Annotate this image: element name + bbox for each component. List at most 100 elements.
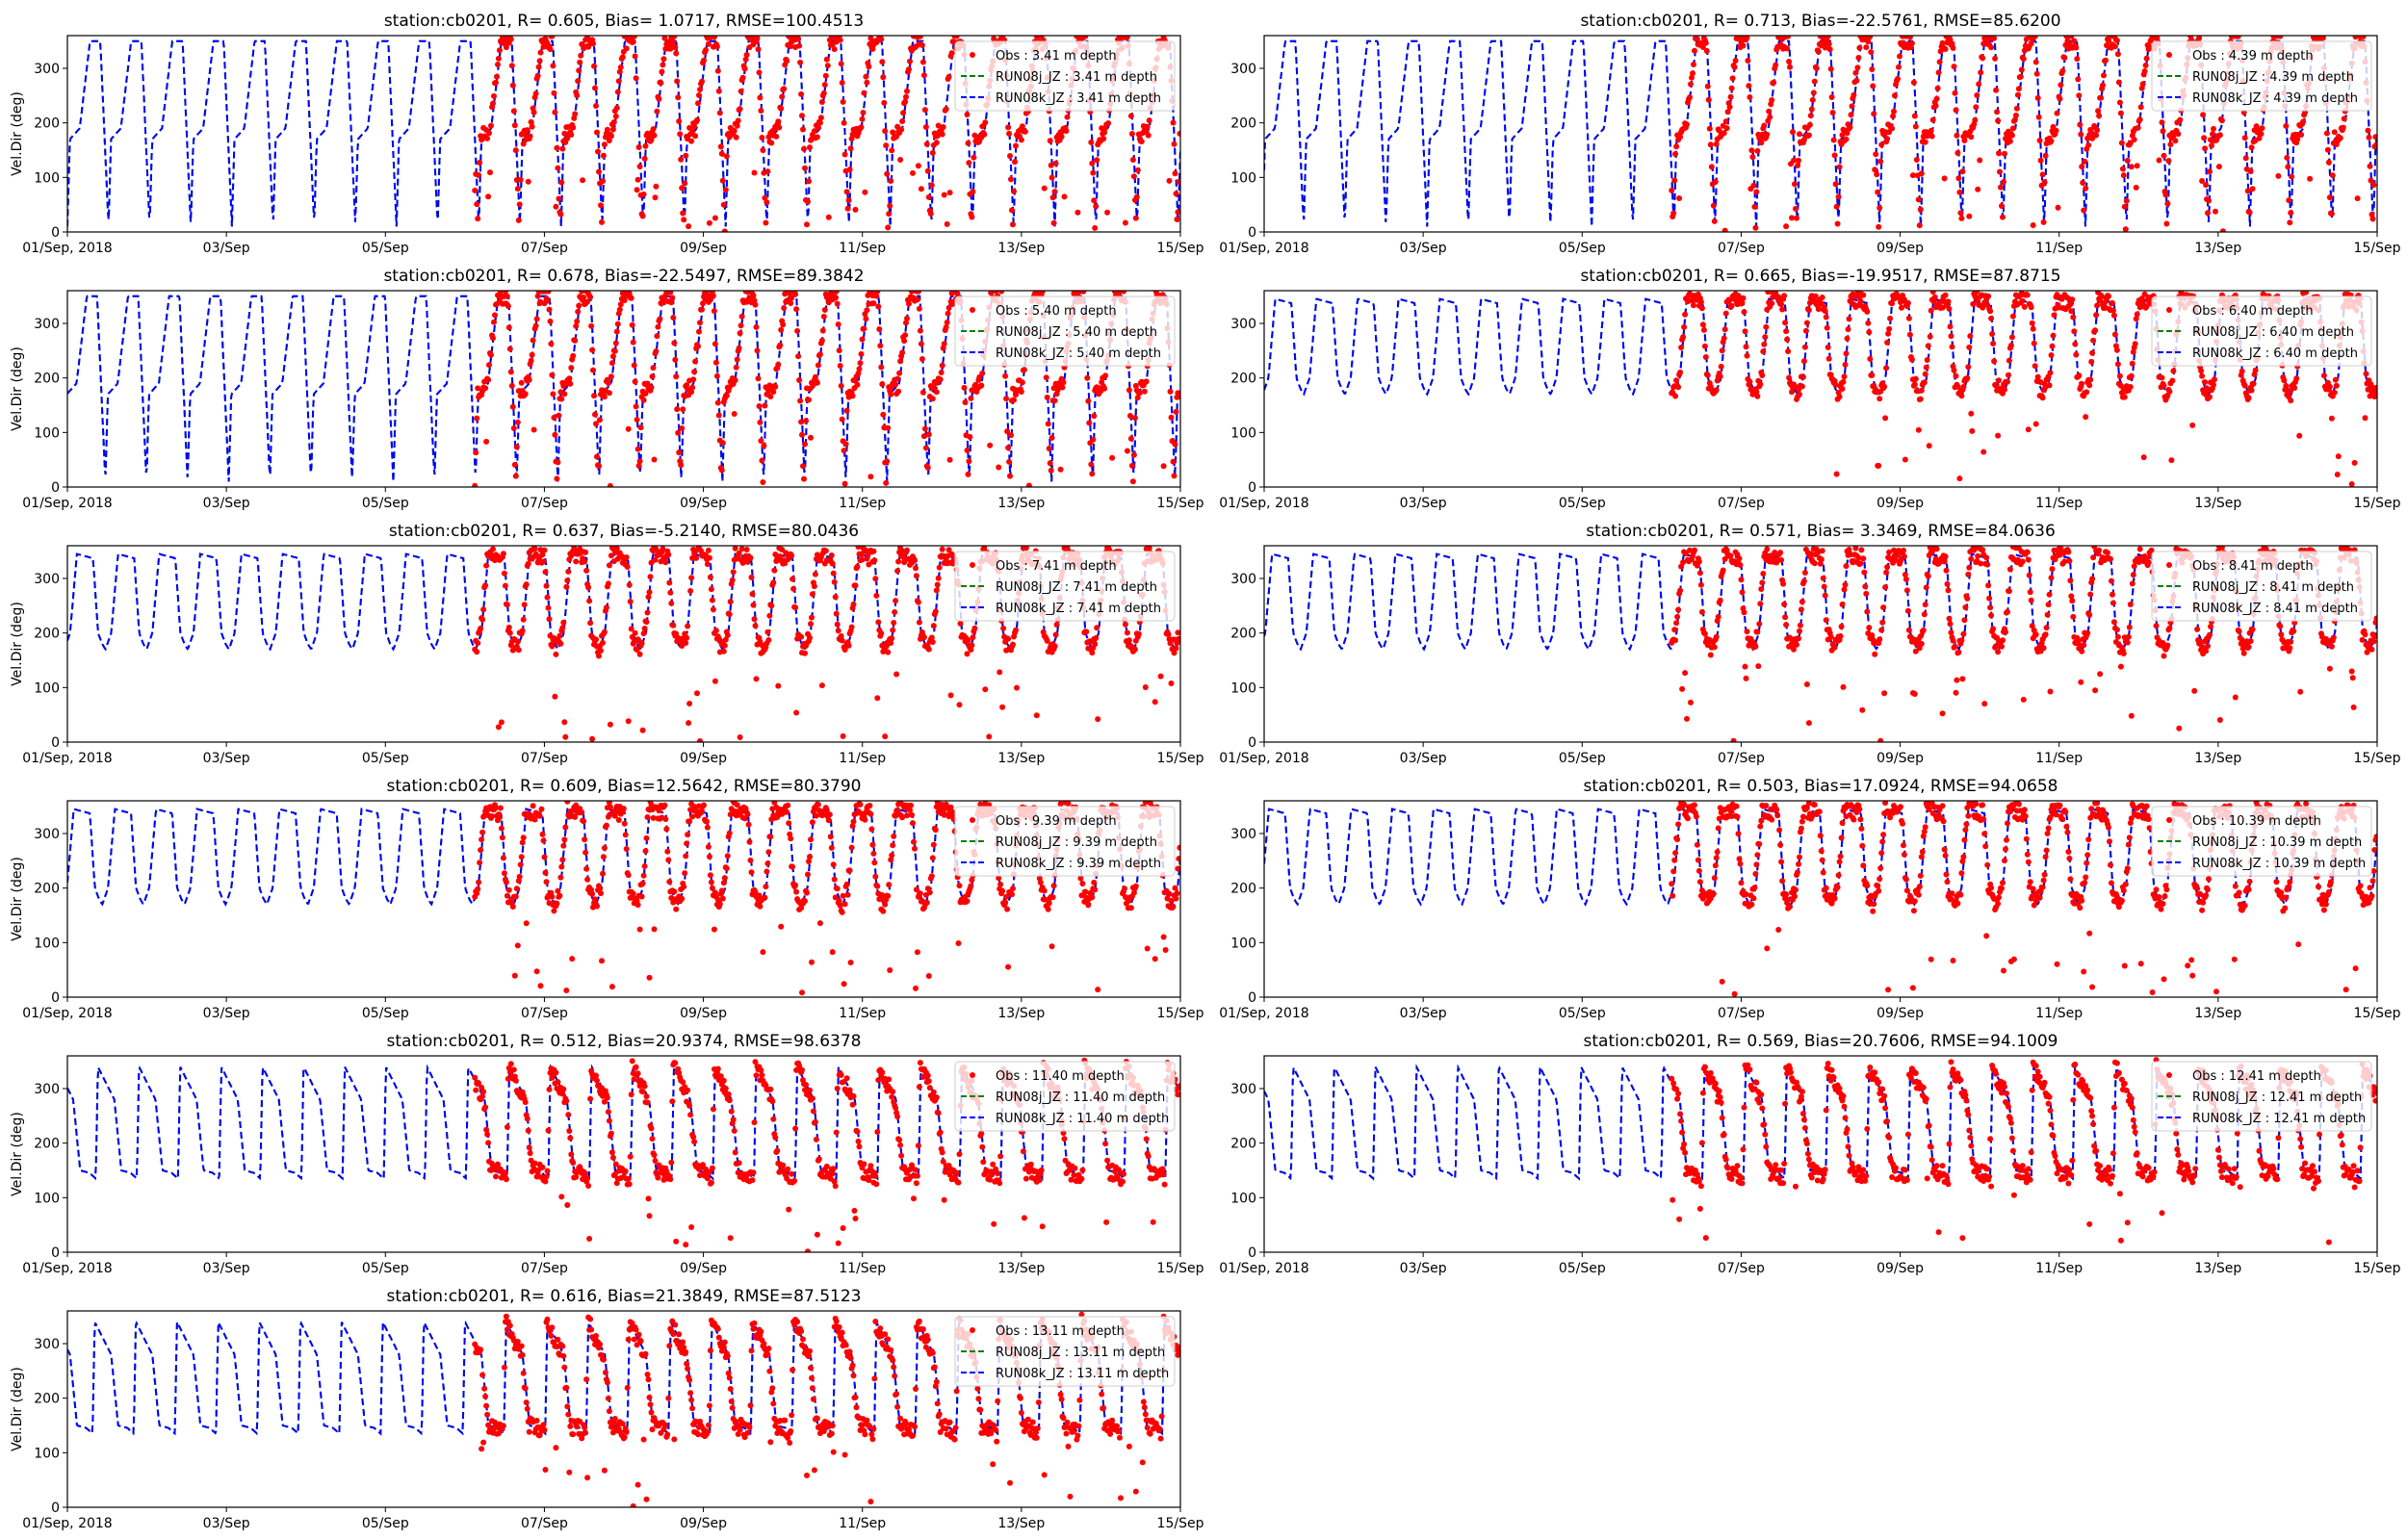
obs-point: [1011, 188, 1017, 194]
obs-point: [1941, 175, 1948, 182]
obs-point: [559, 625, 566, 631]
obs-point: [1025, 482, 1032, 487]
obs-point: [539, 552, 546, 558]
obs-point: [1975, 552, 1981, 559]
obs-point: [557, 211, 564, 218]
obs-point: [1136, 390, 1143, 397]
obs-point: [2005, 608, 2010, 615]
obs-point: [2103, 57, 2109, 64]
legend-label: RUN08k_JZ : 6.40 m depth: [2192, 346, 2358, 361]
obs-point: [1751, 203, 1758, 210]
x-tick-label: 01/Sep, 2018: [22, 751, 112, 766]
legend-label: RUN08k_JZ : 5.40 m depth: [996, 346, 1161, 361]
obs-point: [748, 574, 755, 580]
obs-point: [1790, 129, 1796, 136]
obs-point: [1000, 625, 1007, 631]
obs-point: [580, 177, 586, 184]
obs-point: [1800, 358, 1807, 365]
obs-point: [591, 393, 597, 399]
obs-point: [1060, 379, 1067, 386]
obs-point: [723, 865, 730, 872]
x-tick-label: 13/Sep: [2194, 496, 2241, 511]
obs-point: [525, 560, 531, 567]
obs-point: [2331, 129, 2338, 136]
obs-point: [789, 295, 795, 301]
obs-point: [814, 134, 820, 141]
obs-point: [682, 870, 688, 877]
obs-point: [1767, 114, 1773, 120]
x-tick-label: 07/Sep: [1718, 241, 1765, 256]
obs-point: [895, 558, 902, 565]
obs-point: [2202, 379, 2209, 385]
obs-point: [870, 548, 877, 554]
obs-point: [1005, 445, 1012, 451]
obs-point: [763, 219, 769, 226]
obs-point: [727, 599, 734, 605]
obs-point: [2333, 382, 2340, 389]
obs-point: [1866, 625, 1873, 631]
obs-point: [553, 651, 559, 657]
obs-point: [2026, 572, 2032, 578]
obs-point: [1991, 36, 1998, 41]
obs-point: [2288, 210, 2294, 217]
obs-point: [1949, 40, 1955, 47]
obs-point: [1958, 393, 1965, 399]
obs-point: [1883, 569, 1890, 576]
obs-point: [944, 320, 950, 325]
obs-point: [721, 642, 728, 649]
obs-point: [1966, 213, 1973, 219]
obs-point: [1783, 622, 1790, 629]
obs-point: [648, 137, 655, 143]
obs-point: [1758, 586, 1765, 592]
obs-point: [641, 155, 648, 162]
obs-point: [889, 635, 895, 642]
obs-point: [915, 291, 921, 295]
obs-point: [522, 391, 529, 398]
obs-point: [668, 600, 675, 606]
obs-point: [796, 377, 803, 383]
obs-point: [737, 106, 743, 113]
obs-point: [509, 904, 516, 910]
obs-point: [1903, 587, 1910, 594]
obs-point: [818, 337, 825, 344]
obs-point: [976, 373, 983, 380]
obs-point: [632, 629, 638, 636]
obs-point: [953, 36, 960, 39]
obs-point: [632, 53, 638, 60]
obs-point: [1093, 635, 1100, 641]
obs-point: [965, 471, 971, 477]
obs-point: [684, 840, 690, 847]
obs-point: [1941, 558, 1948, 565]
obs-point: [887, 202, 893, 209]
obs-point: [1721, 555, 1728, 562]
obs-point: [1980, 55, 1986, 62]
obs-point: [1974, 291, 1980, 295]
obs-point: [1942, 553, 1949, 560]
obs-point: [1781, 293, 1788, 299]
obs-point: [1064, 114, 1071, 120]
obs-point: [1976, 81, 1982, 88]
obs-point: [1901, 296, 1907, 303]
obs-point: [489, 813, 495, 819]
obs-point: [1875, 189, 1881, 195]
obs-point: [1931, 294, 1938, 300]
obs-point: [2111, 43, 2118, 50]
x-tick-label: 07/Sep: [1718, 496, 1765, 511]
obs-point: [715, 88, 722, 94]
obs-point: [1152, 699, 1158, 706]
obs-point: [1822, 592, 1828, 599]
obs-point: [1841, 586, 1848, 593]
obs-point: [573, 802, 580, 808]
obs-point: [1959, 676, 1966, 682]
obs-point: [1956, 475, 1963, 482]
obs-point: [816, 351, 823, 358]
obs-point: [564, 578, 571, 584]
obs-point: [2113, 627, 2120, 633]
obs-point: [1851, 91, 1857, 98]
obs-point: [1754, 393, 1761, 399]
obs-point: [591, 63, 597, 69]
obs-point: [678, 156, 685, 163]
obs-point: [2125, 633, 2132, 640]
obs-point: [1826, 46, 1833, 53]
obs-point: [2328, 415, 2335, 422]
